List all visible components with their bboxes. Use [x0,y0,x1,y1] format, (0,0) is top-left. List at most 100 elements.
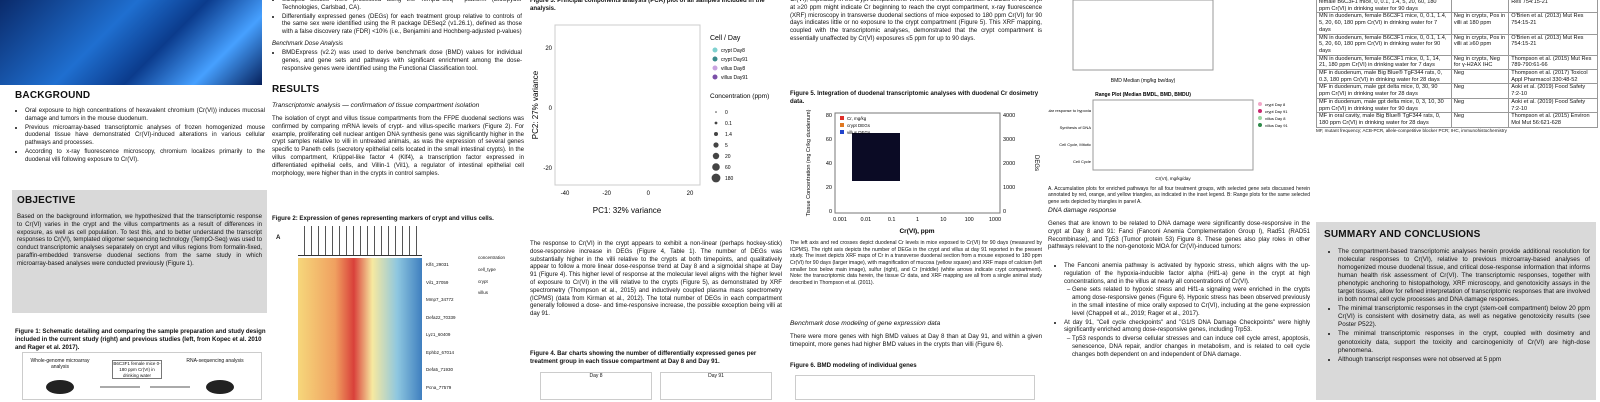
section-heading: SUMMARY AND CONCLUSIONS [1324,229,1480,240]
x-axis-label: Cr(VI), mg/kg/day [1155,176,1191,181]
x-axis-label: BMD Median (mg/kg bw/day) [1111,78,1176,84]
legend-label: villus Day 8 [1265,116,1286,121]
table-footnote: MF, mutant frequency; ACB-PCR, allele-co… [1316,128,1598,134]
figure-caption: Figure 2: Expression of genes representi… [272,215,524,223]
legend-label: 5 [725,143,728,149]
table-cell: Thompson et al. (2015) Mut Res 789-790:6… [1509,55,1598,69]
paragraph: There were more genes with high BMD valu… [790,333,1042,349]
gene-label: Lyz1_60409 [426,332,476,350]
legend-title: Concentration (ppm) [710,93,769,100]
x-tick-label: 100 [965,217,974,223]
x-axis-label: PC1: 32% variance [593,206,662,215]
gene-label: Defa5_71930 [426,367,476,385]
legend-swatch [713,66,718,71]
x-tick-label: -20 [602,191,611,197]
panel-title: Range Plot (Median BMDL, BMD, BMDU) [1095,92,1191,98]
bullet: Oral exposure to high concentrations of … [25,107,265,123]
legend-label: 180 [725,176,734,182]
legend-label: crypt DEGs [847,123,871,128]
y2-axis-label: DEGs [1033,155,1039,171]
x-tick-label: 0.01 [860,217,871,223]
y2-tick-label: 4000 [1003,113,1015,119]
table-row: MN in duodenum, female B6C3F1 mice, 0, 0… [1317,13,1598,34]
x-tick-label: 10 [940,217,946,223]
plot-a [1073,0,1213,70]
legend-swatch [713,57,718,62]
bullet: Previous microarray-based transcriptomic… [25,124,265,147]
table-wrap: female B6C3F1 mice, 0, 0.1, 1.4, 5, 20, … [1316,0,1598,134]
legend-label: 0 [725,110,728,116]
table-cell: female B6C3F1 mice, 0, 0.1, 1.4, 5, 20, … [1317,0,1452,13]
table-cell: MN in duodenum, female B6C3F1 mice, 0, 0… [1317,34,1452,55]
table-row: MF in oral cavity, male Big Blue® TgF344… [1317,113,1598,127]
diagram-label: RNA-sequencing analysis [185,358,245,364]
x-tick-label: -40 [561,191,570,197]
table-cell: MN in duodenum, female B6C3F1 mice, 0, 0… [1317,13,1452,34]
table-cell: Neg in crypts, Neg for γ-H2AX IHC [1451,55,1508,69]
xrf-inset [852,133,900,181]
bullet-list: At day 91, "Cell cycle checkpoints" and … [1054,319,1310,335]
subheading: Transcriptomic analysis — confirmation o… [272,102,479,110]
table-cell: MF in oral cavity, male Big Blue® TgF344… [1317,113,1452,127]
paragraph: The response to Cr(VI) in the crypt appe… [530,240,782,318]
paragraph: Based on the background information, we … [17,213,262,268]
figure-caption: Figure 6. BMD modeling of individual gen… [790,362,1042,370]
legend-label: 0.1 [725,121,732,127]
paragraph: Genes that are known to be related to DN… [1048,220,1310,251]
bullet: Gene sets related to hypoxic stress and … [1072,286,1310,317]
legend-label: villus Day 91 [1265,123,1288,128]
legend-label: cell_type [478,267,523,273]
bullet-list: The compartment-based transcriptomic ana… [1328,248,1590,365]
table-cell: MF in duodenum, male gpt delta mice, 0, … [1317,84,1452,98]
sub-list: Gene sets related to hypoxic stress and … [1054,286,1310,317]
x-axis-label: Cr(VI), ppm [899,228,934,235]
paragraph: Cr(VI), especially in the crypt compartm… [790,0,1042,43]
bullets: The Fanconi anemia pathway is activated … [1054,262,1310,360]
panel-label: A [276,234,280,242]
y2-tick-label: 3000 [1003,137,1015,143]
legend-label: crypt Day8 [721,48,745,54]
diagram-icons [40,375,250,397]
legend-label: villus Day91 [721,75,748,81]
y-tick-label: 20 [545,46,552,52]
y-tick-label: 40 [826,161,832,167]
legend-label: crypt Day 91 [1265,109,1288,114]
legend-swatch [840,130,844,134]
x-tick-label: 1000 [989,217,1001,223]
table-cell: O'Brien et al. (2013) Mut Res 754:15-21 [1509,13,1598,34]
legend-label: villus Day8 [721,66,745,72]
bullet: Scraped tissues were processed using the… [282,0,522,12]
x-tick-label: 0.1 [888,217,896,223]
legend-label: 1.4 [725,132,732,138]
section-heading: OBJECTIVE [17,195,75,206]
legend-swatch [713,75,718,80]
figure-note: A. Accumulation plots for enriched pathw… [1048,186,1310,205]
table-cell: Res 754:15-21 [1509,0,1598,13]
table-row: female B6C3F1 mice, 0, 0.1, 1.4, 5, 20, … [1317,0,1598,13]
gene-label: Vil1_37059 [426,280,476,298]
legend-swatch [715,122,718,125]
table-row: MF in duodenum, male gpt delta mice, 0, … [1317,84,1598,98]
legend-label: crypt [478,279,523,285]
table-cell: Neg in crypts, Pos in villi at ≥60 ppm [1451,34,1508,55]
bullet: According to x-ray fluorescence microsco… [25,148,265,164]
bullet-list: Oral exposure to high concentrations of … [15,107,265,165]
table-cell: Thompson et al. (2017) Toxicol Appl Phar… [1509,70,1598,84]
y2-tick-label: 1000 [1003,185,1015,191]
legend-title: Cell / Day [710,35,741,42]
legend-swatch [1258,109,1262,113]
header-image [0,0,262,85]
legend-swatch [715,111,717,113]
legend-label: concentration [478,255,523,261]
legend-label: crypt Day91 [721,57,748,63]
bullet: The minimal transcriptomic responses in … [1338,330,1590,354]
bullet: BMDExpress (v2.2) was used to derive ben… [282,49,522,72]
bullet: Tp53 responds to diverse cellular stress… [1072,335,1310,358]
section-heading: RESULTS [272,84,319,95]
table-cell: MN in duodenum, female B6C3F1 mice, 0, 1… [1317,55,1452,69]
figure-caption: Figure 1: Schematic detailing and compar… [15,328,267,351]
bullet-list: BMDExpress (v2.2) was used to derive ben… [272,49,522,73]
legend-label: villus DEGs [847,130,871,135]
